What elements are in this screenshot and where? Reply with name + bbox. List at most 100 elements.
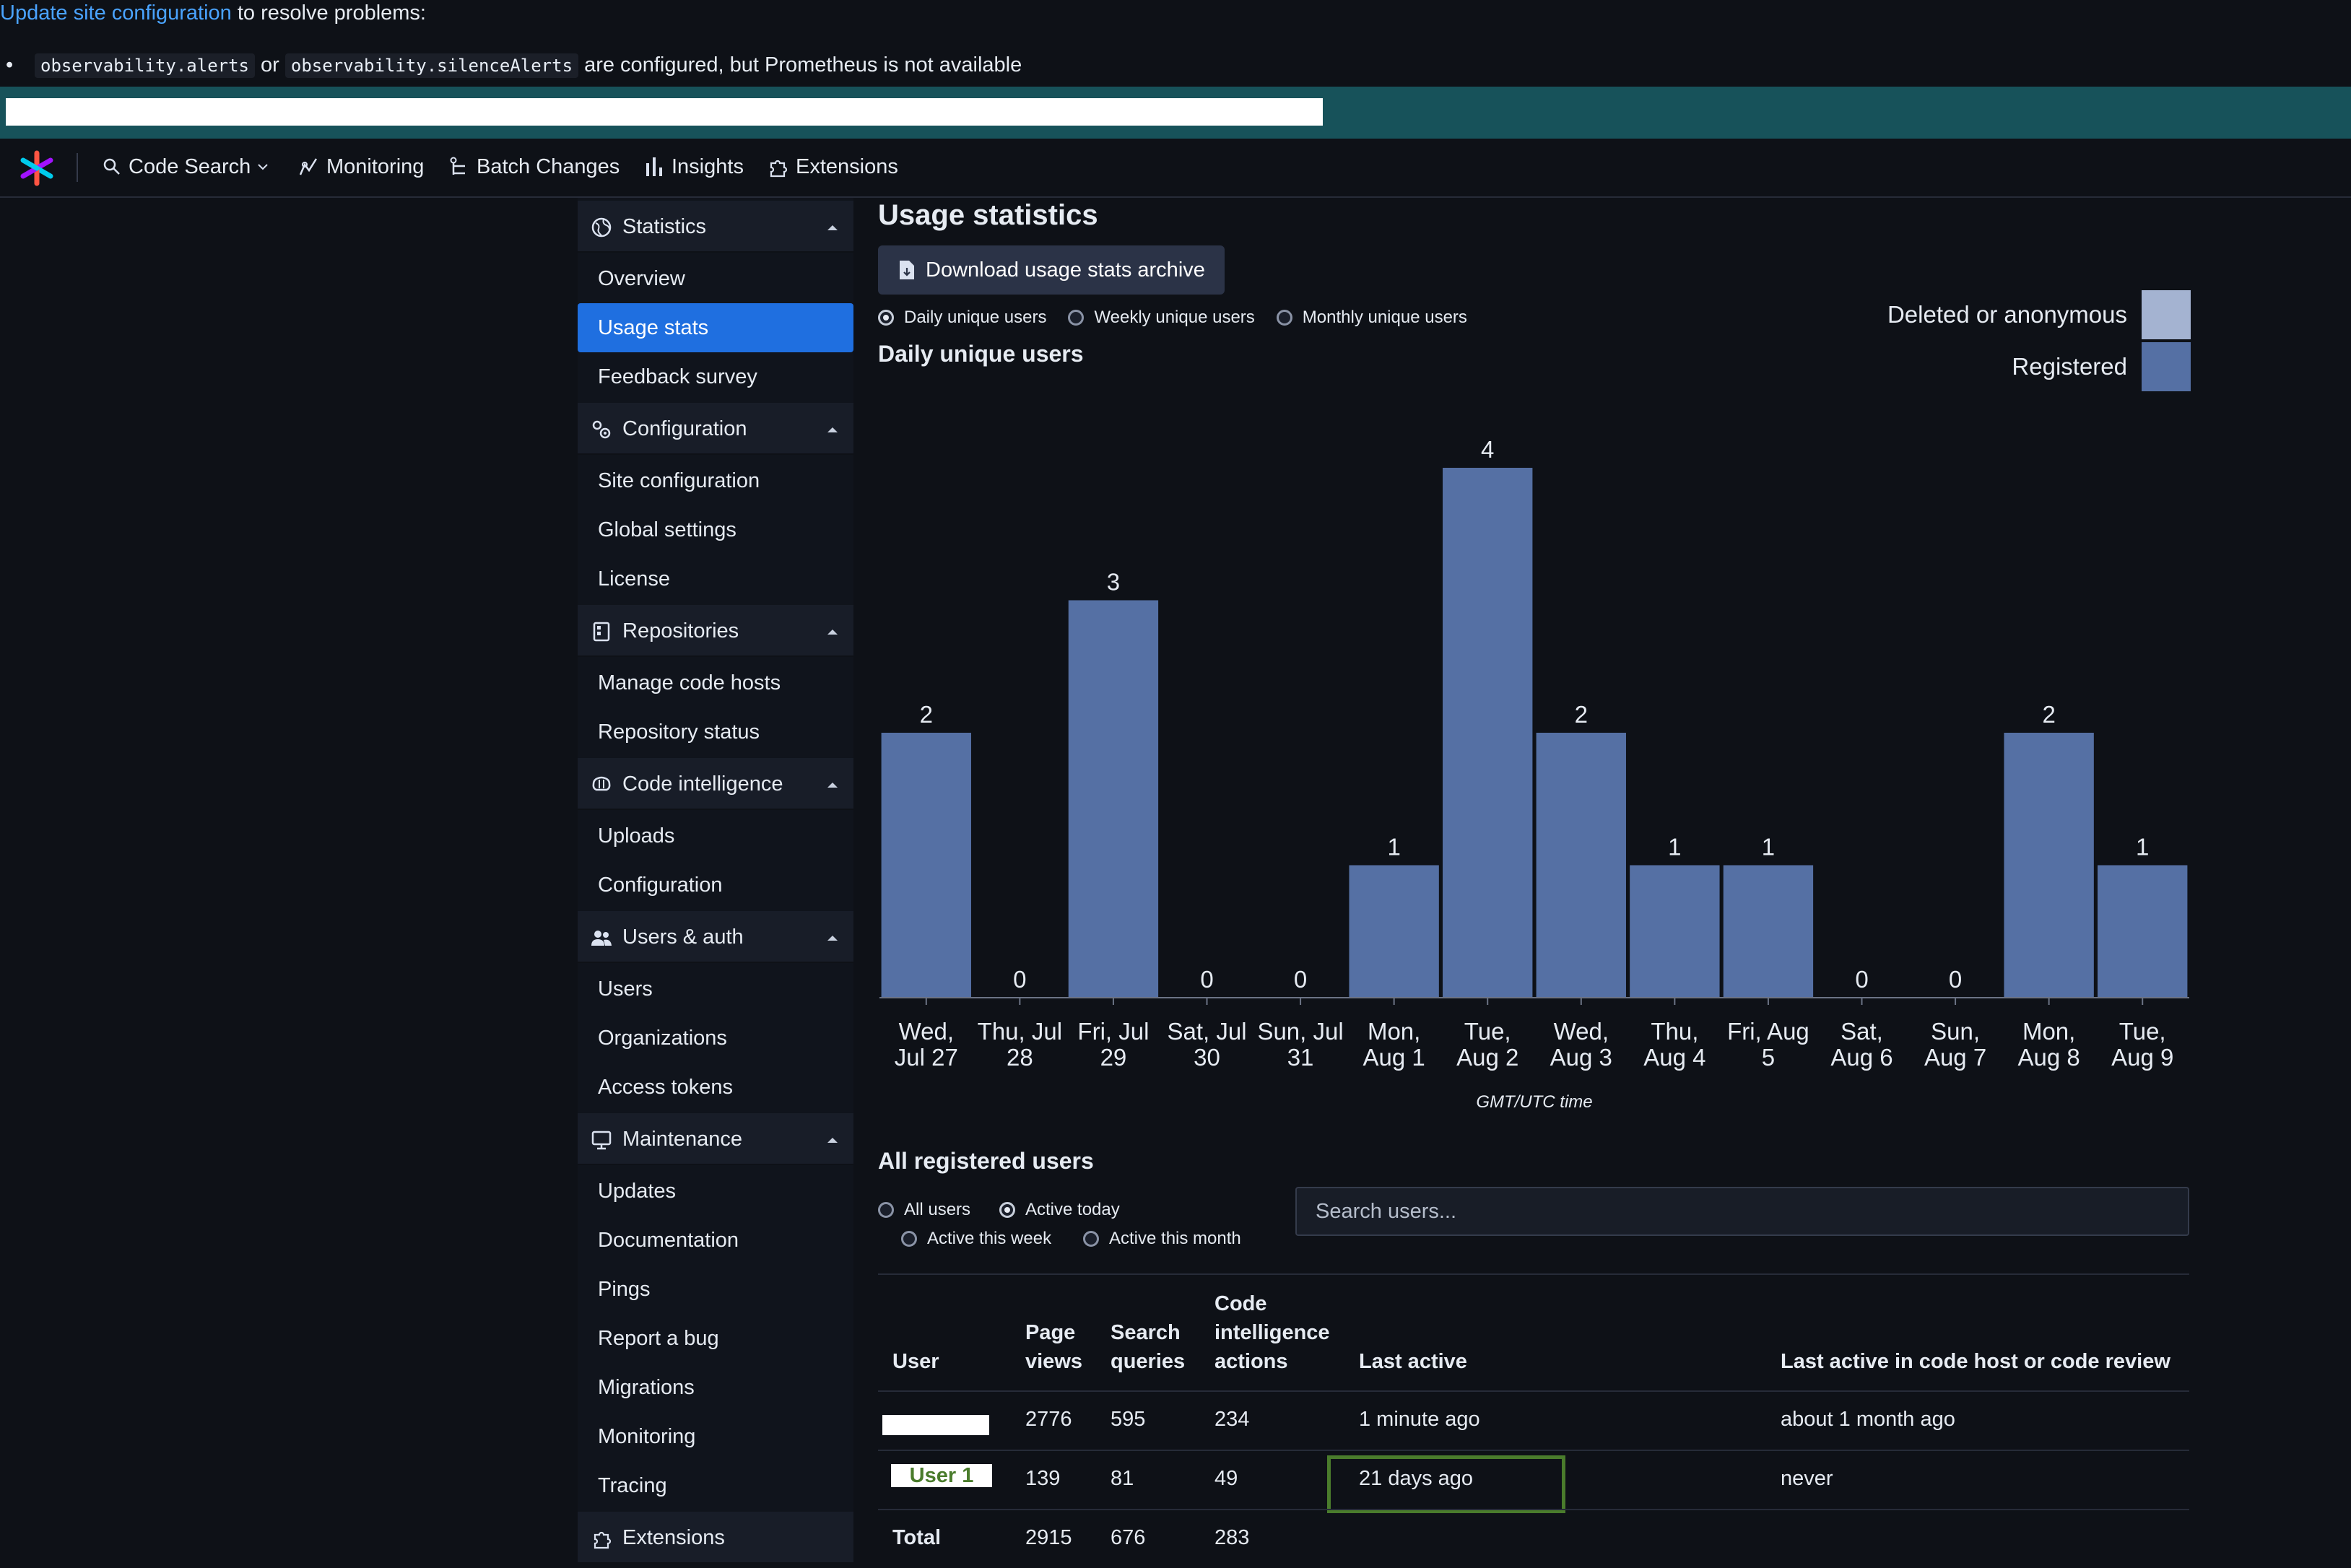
alert-code-1: observability.alerts [35, 53, 255, 78]
nav-insights-label: Insights [672, 154, 744, 178]
chart-tick-label: Jul 27 [895, 1044, 958, 1071]
cell-search-queries: 595 [1111, 1408, 1146, 1431]
sidebar-item-users[interactable]: Users [578, 964, 853, 1014]
chart-tick-label: Tue, [2119, 1018, 2166, 1045]
chart-tick-label: Wed, [899, 1018, 954, 1045]
sidebar-item-repository-status[interactable]: Repository status [578, 707, 853, 757]
sidebar-section-extensions[interactable]: Extensions [578, 1512, 853, 1564]
sidebar-item-documentation[interactable]: Documentation [578, 1216, 853, 1265]
sidebar-section-repositories[interactable]: Repositories [578, 605, 853, 657]
radio-circle[interactable] [878, 310, 894, 326]
radio-circle[interactable] [1083, 1231, 1099, 1247]
radio-label: Active this month [1109, 1229, 1241, 1248]
legend-deleted: Deleted or anonymous [1887, 289, 2191, 341]
filter-all-users[interactable]: All users [878, 1200, 970, 1220]
monitor-icon [591, 1131, 612, 1150]
cell-last-active-code-host: never [1781, 1467, 1833, 1490]
sidebar-item-organizations[interactable]: Organizations [578, 1014, 853, 1063]
sidebar-item-global-settings[interactable]: Global settings [578, 505, 853, 554]
page-title: Usage statistics [878, 199, 1098, 231]
alert-heading: Update site configuration to resolve pro… [0, 1, 426, 25]
chart-bar [1536, 733, 1626, 998]
download-usage-stats-button[interactable]: Download usage stats archive [878, 245, 1225, 295]
chart-tick-label: Aug 2 [1456, 1044, 1518, 1071]
users-filter-group: All users Active today Active this week … [878, 1198, 1282, 1256]
nav-insights[interactable]: Insights [644, 152, 744, 182]
sidebar-item-site-configuration[interactable]: Site configuration [578, 456, 853, 505]
alert-problem-item: • observability.alerts or observability.… [6, 53, 1022, 78]
radio-weekly[interactable]: Weekly unique users [1068, 308, 1255, 328]
chart-data-label: 0 [1855, 966, 1868, 993]
chart-data-label: 3 [1107, 569, 1120, 596]
chevron-down-icon [258, 164, 268, 170]
sidebar-item-updates[interactable]: Updates [578, 1167, 853, 1216]
table-row: 2776 595 234 1 minute ago about 1 month … [878, 1390, 2189, 1450]
radio-circle[interactable] [901, 1231, 917, 1247]
radio-label: All users [904, 1200, 971, 1219]
radio-daily[interactable]: Daily unique users [878, 308, 1046, 328]
search-users-input[interactable] [1295, 1187, 2189, 1236]
puzzle-icon [594, 1531, 612, 1549]
chart-tick-label: 31 [1287, 1044, 1314, 1071]
user-link[interactable]: User 1 [891, 1464, 992, 1487]
sidebar-section-configuration[interactable]: Configuration [578, 403, 853, 455]
sidebar-section-label: Maintenance [622, 1128, 743, 1151]
sidebar-item-manage-code-hosts[interactable]: Manage code hosts [578, 658, 853, 707]
sidebar-item-report-bug[interactable]: Report a bug [578, 1314, 853, 1363]
radio-label: Monthly unique users [1302, 308, 1467, 327]
batch-changes-icon [450, 157, 465, 175]
sidebar-item-uploads[interactable]: Uploads [578, 811, 853, 861]
chevron-up-icon [827, 783, 838, 788]
sidebar-section-maintenance[interactable]: Maintenance [578, 1113, 853, 1165]
sidebar-item-pings[interactable]: Pings [578, 1265, 853, 1314]
sidebar-section-code-intelligence[interactable]: Code intelligence [578, 758, 853, 810]
chart-bar [1723, 865, 1814, 998]
sidebar-item-overview[interactable]: Overview [578, 254, 853, 303]
nav-extensions[interactable]: Extensions [767, 152, 898, 182]
radio-circle[interactable] [1276, 310, 1292, 326]
filter-active-month[interactable]: Active this month [1083, 1229, 1241, 1249]
update-site-config-link[interactable]: Update site configuration [0, 1, 232, 25]
col-header-page-views: Page views [1025, 1318, 1082, 1376]
sidebar-item-tracing[interactable]: Tracing [578, 1461, 853, 1510]
sidebar-item-usage-stats[interactable]: Usage stats [578, 303, 853, 352]
filter-active-today[interactable]: Active today [999, 1200, 1120, 1220]
col-header-last-active-code-host: Last active in code host or code review [1781, 1350, 2170, 1373]
table-total-row: Total 2915 676 283 [878, 1509, 2189, 1568]
radio-circle[interactable] [999, 1202, 1015, 1218]
filter-active-week[interactable]: Active this week [901, 1229, 1051, 1249]
sidebar-item-label: Uploads [598, 824, 675, 848]
divider [878, 1273, 2189, 1275]
sidebar-item-access-tokens[interactable]: Access tokens [578, 1063, 853, 1112]
file-download-icon [900, 261, 914, 279]
sourcegraph-logo-icon[interactable] [19, 150, 55, 186]
sidebar-item-feedback-survey[interactable]: Feedback survey [578, 352, 853, 401]
radio-monthly[interactable]: Monthly unique users [1276, 308, 1467, 328]
nav-batch-changes[interactable]: Batch Changes [449, 152, 620, 182]
nav-code-search[interactable]: Code Search [103, 152, 269, 182]
nav-monitoring[interactable]: Monitoring [297, 152, 424, 182]
radio-circle[interactable] [878, 1202, 894, 1218]
sidebar-item-label: Overview [598, 267, 685, 290]
sidebar-item-migrations[interactable]: Migrations [578, 1363, 853, 1412]
sidebar-section-label: Code intelligence [622, 772, 783, 796]
chart-tick-label: 29 [1100, 1044, 1127, 1071]
sidebar-item-monitoring[interactable]: Monitoring [578, 1412, 853, 1461]
chart-data-label: 0 [1949, 966, 1962, 993]
sidebar-section-users-auth[interactable]: Users & auth [578, 911, 853, 963]
sidebar-item-ci-configuration[interactable]: Configuration [578, 861, 853, 910]
chart-bar [1349, 865, 1439, 998]
chart-data-label: 4 [1481, 436, 1494, 463]
chart-tick-label: Aug 7 [1924, 1044, 1986, 1071]
chart-tick-label: Wed, [1554, 1018, 1609, 1045]
sidebar-section-statistics[interactable]: Statistics [578, 201, 853, 253]
alert-heading-text: to resolve problems: [231, 1, 426, 25]
total-page-views: 2915 [1025, 1526, 1072, 1549]
cell-last-active: 21 days ago [1359, 1467, 1474, 1490]
sidebar-item-license[interactable]: License [578, 554, 853, 604]
radio-circle[interactable] [1068, 310, 1085, 326]
header-line: views [1025, 1350, 1082, 1373]
highlight-annotation [1327, 1455, 1565, 1513]
cogs-icon [592, 420, 611, 439]
table-row: User 1 139 81 49 21 days ago never [878, 1450, 2189, 1513]
